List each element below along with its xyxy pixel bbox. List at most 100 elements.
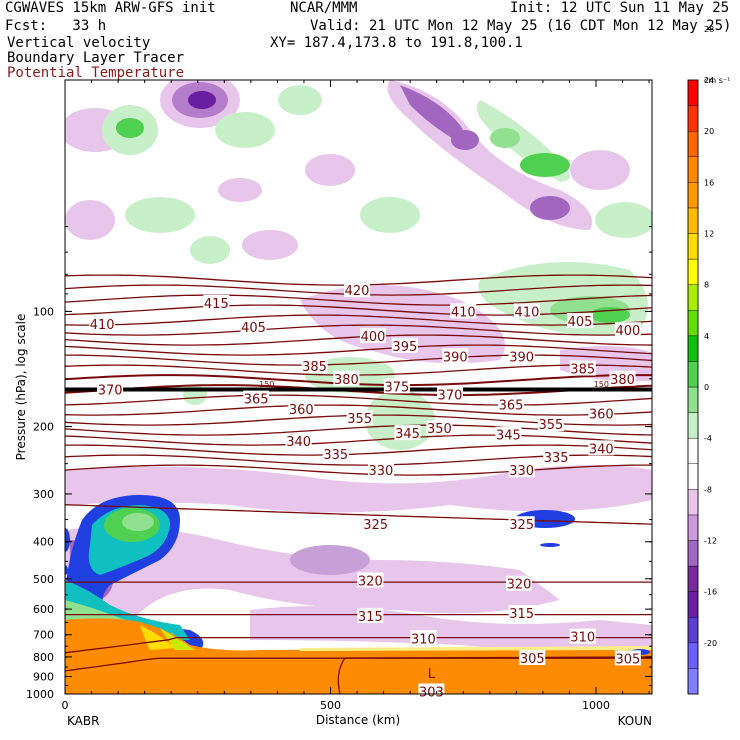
isentrope-label-bg bbox=[346, 410, 373, 426]
y-axis: 100 200 300 400 500 600 700 800 900 1000 bbox=[26, 226, 652, 701]
colorbar-swatch bbox=[687, 412, 699, 439]
field-boundary-layer-tracer: Boundary Layer Tracer bbox=[7, 50, 185, 66]
cross-section-endpoints: XY= 187.4,173.8 to 191.8,100.1 bbox=[270, 35, 523, 51]
isentrope-label: 335 bbox=[323, 448, 348, 463]
isentrope-label: 330 bbox=[369, 464, 394, 479]
isentrope-label-bg bbox=[203, 294, 230, 310]
colorbar-swatch bbox=[687, 233, 699, 260]
updraft-area bbox=[595, 202, 652, 238]
colorbar-swatch bbox=[687, 386, 699, 413]
colorbar-label: 28 bbox=[704, 25, 714, 34]
y-tick-label: 800 bbox=[33, 651, 54, 664]
potential-temperature-isentropes bbox=[65, 274, 652, 694]
isentrope-label: 310 bbox=[411, 632, 436, 647]
isentrope-label: 405 bbox=[568, 315, 593, 330]
downdraft-area bbox=[305, 154, 355, 186]
tropopause-band bbox=[65, 387, 652, 392]
isentrope-label-bg bbox=[301, 358, 328, 374]
updraft-area bbox=[360, 197, 420, 233]
isentrope-label: 330 bbox=[509, 464, 534, 479]
isentrope-label-bg bbox=[609, 370, 636, 386]
isentrope-325 bbox=[65, 504, 652, 525]
colorbar-label: 0 bbox=[704, 383, 709, 392]
isentrope-label: 370 bbox=[438, 389, 463, 404]
isentrope-label-bg bbox=[391, 337, 418, 353]
colorbar-label: 8 bbox=[704, 281, 709, 290]
isentrope-label: 355 bbox=[538, 418, 563, 433]
isentrope-label-bg bbox=[508, 516, 535, 532]
isentrope-label: 370 bbox=[98, 383, 123, 398]
isentrope-label: 410 bbox=[451, 305, 476, 320]
isentrope-label: 385 bbox=[302, 360, 327, 375]
isentrope-label-bg bbox=[418, 683, 445, 699]
isentrope-label: 390 bbox=[443, 350, 468, 365]
isentrope-label-bg bbox=[333, 370, 360, 386]
isentrope-label: 420 bbox=[345, 284, 370, 299]
isentrope-label: 303 bbox=[419, 685, 444, 700]
isentrope-label: 400 bbox=[361, 330, 386, 345]
isentrope-label: 405 bbox=[241, 321, 266, 336]
isentrope-label: 380 bbox=[610, 373, 635, 388]
colorbar-swatch bbox=[687, 310, 699, 337]
colorbar-swatch bbox=[687, 156, 699, 183]
isentrope-label-bg bbox=[359, 328, 386, 344]
color-legend: -20-16-12-8-404812162024283236 bbox=[687, 25, 717, 695]
isentrope-label: 385 bbox=[570, 362, 595, 377]
isentrope-303 bbox=[337, 656, 652, 694]
isentrope-label-bg bbox=[367, 462, 394, 478]
isentrope-label: 325 bbox=[363, 518, 388, 533]
isentrope-405 bbox=[65, 314, 652, 326]
colorbar-swatch bbox=[687, 335, 699, 362]
lower-troposphere bbox=[65, 465, 652, 652]
valid-time: Valid: 21 UTC Mon 12 May 25 (16 CDT Mon … bbox=[310, 18, 732, 34]
isentrope-label: 360 bbox=[289, 403, 314, 418]
isentrope-labels: 410 415 405 420 410 410 405 400 400 395 390 390 385 3… bbox=[89, 282, 641, 700]
y-tick-label: 1000 bbox=[26, 688, 54, 701]
isentrope-label-bg bbox=[243, 390, 270, 406]
isentrope-label: 320 bbox=[358, 574, 383, 589]
y-tick-label: 900 bbox=[33, 670, 54, 683]
x-axis: 0 500 1000 bbox=[62, 80, 650, 712]
updraft-area bbox=[190, 236, 230, 264]
isentrope-385 bbox=[65, 354, 652, 366]
colorbar-swatch bbox=[687, 591, 699, 618]
isentrope-label-bg bbox=[450, 303, 477, 319]
updraft-core bbox=[520, 153, 570, 177]
isentrope-label-bg bbox=[442, 348, 469, 364]
tropopause-label: 150 bbox=[259, 380, 274, 389]
isentrope-label-bg bbox=[508, 462, 535, 478]
isentrope-label-bg bbox=[97, 381, 124, 397]
isentrope-label-bg bbox=[567, 313, 594, 329]
isentrope-label-bg bbox=[288, 401, 315, 417]
isentrope-label-bg bbox=[498, 396, 525, 412]
colorbar-swatch bbox=[687, 617, 699, 644]
colorbar-frame bbox=[687, 79, 699, 695]
isentrope-label-bg bbox=[357, 572, 384, 588]
isentrope-label: 340 bbox=[286, 435, 311, 450]
isentrope-label-bg bbox=[383, 378, 410, 394]
isentrope-label-bg bbox=[508, 605, 535, 621]
isentrope-label-bg bbox=[569, 360, 596, 376]
isentrope-label: 345 bbox=[496, 429, 521, 444]
colorbar-label: -16 bbox=[704, 588, 717, 597]
colorbar-label: 24 bbox=[704, 76, 714, 85]
downdraft-area bbox=[218, 178, 262, 202]
isentrope-label: 305 bbox=[615, 652, 640, 667]
colorbar-label: 12 bbox=[704, 230, 714, 239]
field-vertical-velocity: Vertical velocity bbox=[7, 35, 151, 51]
downdraft-core bbox=[188, 91, 216, 109]
y-tick-label: 700 bbox=[33, 629, 54, 642]
downdraft-core bbox=[290, 545, 370, 575]
isentrope-label-bg bbox=[614, 650, 641, 666]
isentrope-310 bbox=[65, 636, 652, 654]
strong-downdraft bbox=[65, 528, 70, 552]
isentrope-label: 340 bbox=[589, 442, 614, 457]
isentrope-label-bg bbox=[537, 416, 564, 432]
colorbar-swatch bbox=[687, 79, 699, 106]
strong-downdraft bbox=[65, 565, 68, 575]
institution: NCAR/MMM bbox=[290, 0, 358, 16]
isentrope-label: 400 bbox=[615, 324, 640, 339]
colorbar-swatch bbox=[687, 182, 699, 209]
right-endpoint-label: KOUN bbox=[618, 714, 652, 728]
isentrope-label: 315 bbox=[358, 610, 383, 625]
